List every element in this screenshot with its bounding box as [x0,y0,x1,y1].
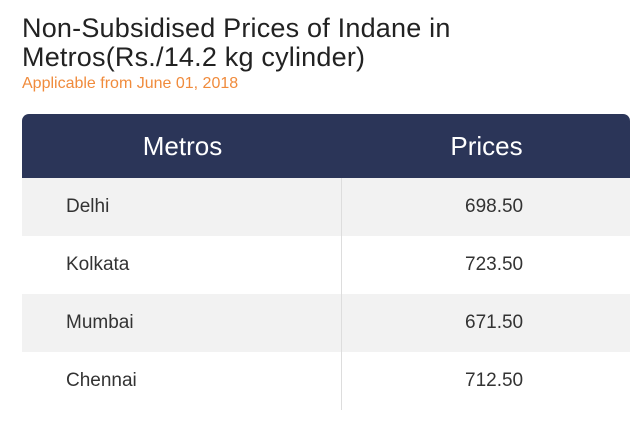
table-row: Mumbai 671.50 [22,294,630,352]
table-row: Kolkata 723.50 [22,236,630,294]
metro-cell: Delhi [22,178,342,236]
metro-cell: Mumbai [22,294,342,352]
prices-table: Metros Prices Delhi 698.50 Kolkata 723.5… [22,114,630,412]
price-cell: 698.50 [465,196,524,217]
price-cell: 712.50 [465,370,524,391]
price-cell: 723.50 [465,254,524,275]
column-header-metros: Metros [142,130,223,161]
metro-cell: Chennai [22,352,342,410]
page-title-line-1: Non-Subsidised Prices of Indane in [22,13,451,43]
metro-cell: Kolkata [22,236,342,294]
page-title-line-2: Metros(Rs./14.2 kg cylinder) [22,42,366,72]
table-row: Delhi 698.50 [22,178,630,236]
table-row: Chennai 712.50 [22,352,630,410]
applicable-date-note: Applicable from June 01, 2018 [22,75,239,92]
price-cell: 671.50 [465,312,524,333]
page-title: Non-Subsidised Prices of Indane in Metro… [22,14,622,72]
column-header-prices: Prices [450,130,523,161]
table-header: Metros Prices [22,114,630,178]
